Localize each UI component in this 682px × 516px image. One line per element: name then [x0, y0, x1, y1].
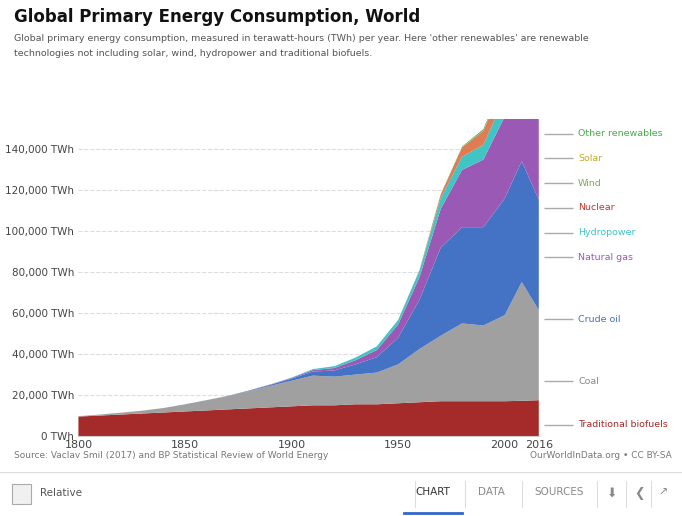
- Text: CHART: CHART: [415, 487, 451, 497]
- Text: DATA: DATA: [477, 487, 505, 497]
- Text: in Data: in Data: [607, 35, 644, 44]
- Text: Source: Vaclav Smil (2017) and BP Statistical Review of World Energy: Source: Vaclav Smil (2017) and BP Statis…: [14, 452, 328, 460]
- Text: OurWorldInData.org • CC BY-SA: OurWorldInData.org • CC BY-SA: [530, 452, 672, 460]
- Text: technologies not including solar, wind, hydropower and traditional biofuels.: technologies not including solar, wind, …: [14, 49, 372, 58]
- Text: Traditional biofuels: Traditional biofuels: [578, 420, 668, 429]
- Text: Coal: Coal: [578, 377, 599, 386]
- Text: SOURCES: SOURCES: [535, 487, 584, 497]
- Text: Solar: Solar: [578, 154, 602, 163]
- Text: Relative: Relative: [40, 488, 82, 498]
- Text: Crude oil: Crude oil: [578, 315, 621, 324]
- Text: ↗: ↗: [658, 488, 668, 498]
- Text: ❮: ❮: [634, 487, 644, 499]
- Text: Wind: Wind: [578, 179, 602, 188]
- Text: Nuclear: Nuclear: [578, 203, 614, 213]
- Bar: [12, 485, 31, 504]
- Text: ⬇: ⬇: [607, 487, 618, 499]
- Text: Hydropower: Hydropower: [578, 228, 636, 237]
- Text: Our World: Our World: [600, 19, 651, 28]
- Text: Other renewables: Other renewables: [578, 129, 663, 138]
- Text: Global Primary Energy Consumption, World: Global Primary Energy Consumption, World: [14, 8, 420, 26]
- Text: Natural gas: Natural gas: [578, 253, 633, 262]
- Text: Global primary energy consumption, measured in terawatt-hours (TWh) per year. He: Global primary energy consumption, measu…: [14, 34, 589, 42]
